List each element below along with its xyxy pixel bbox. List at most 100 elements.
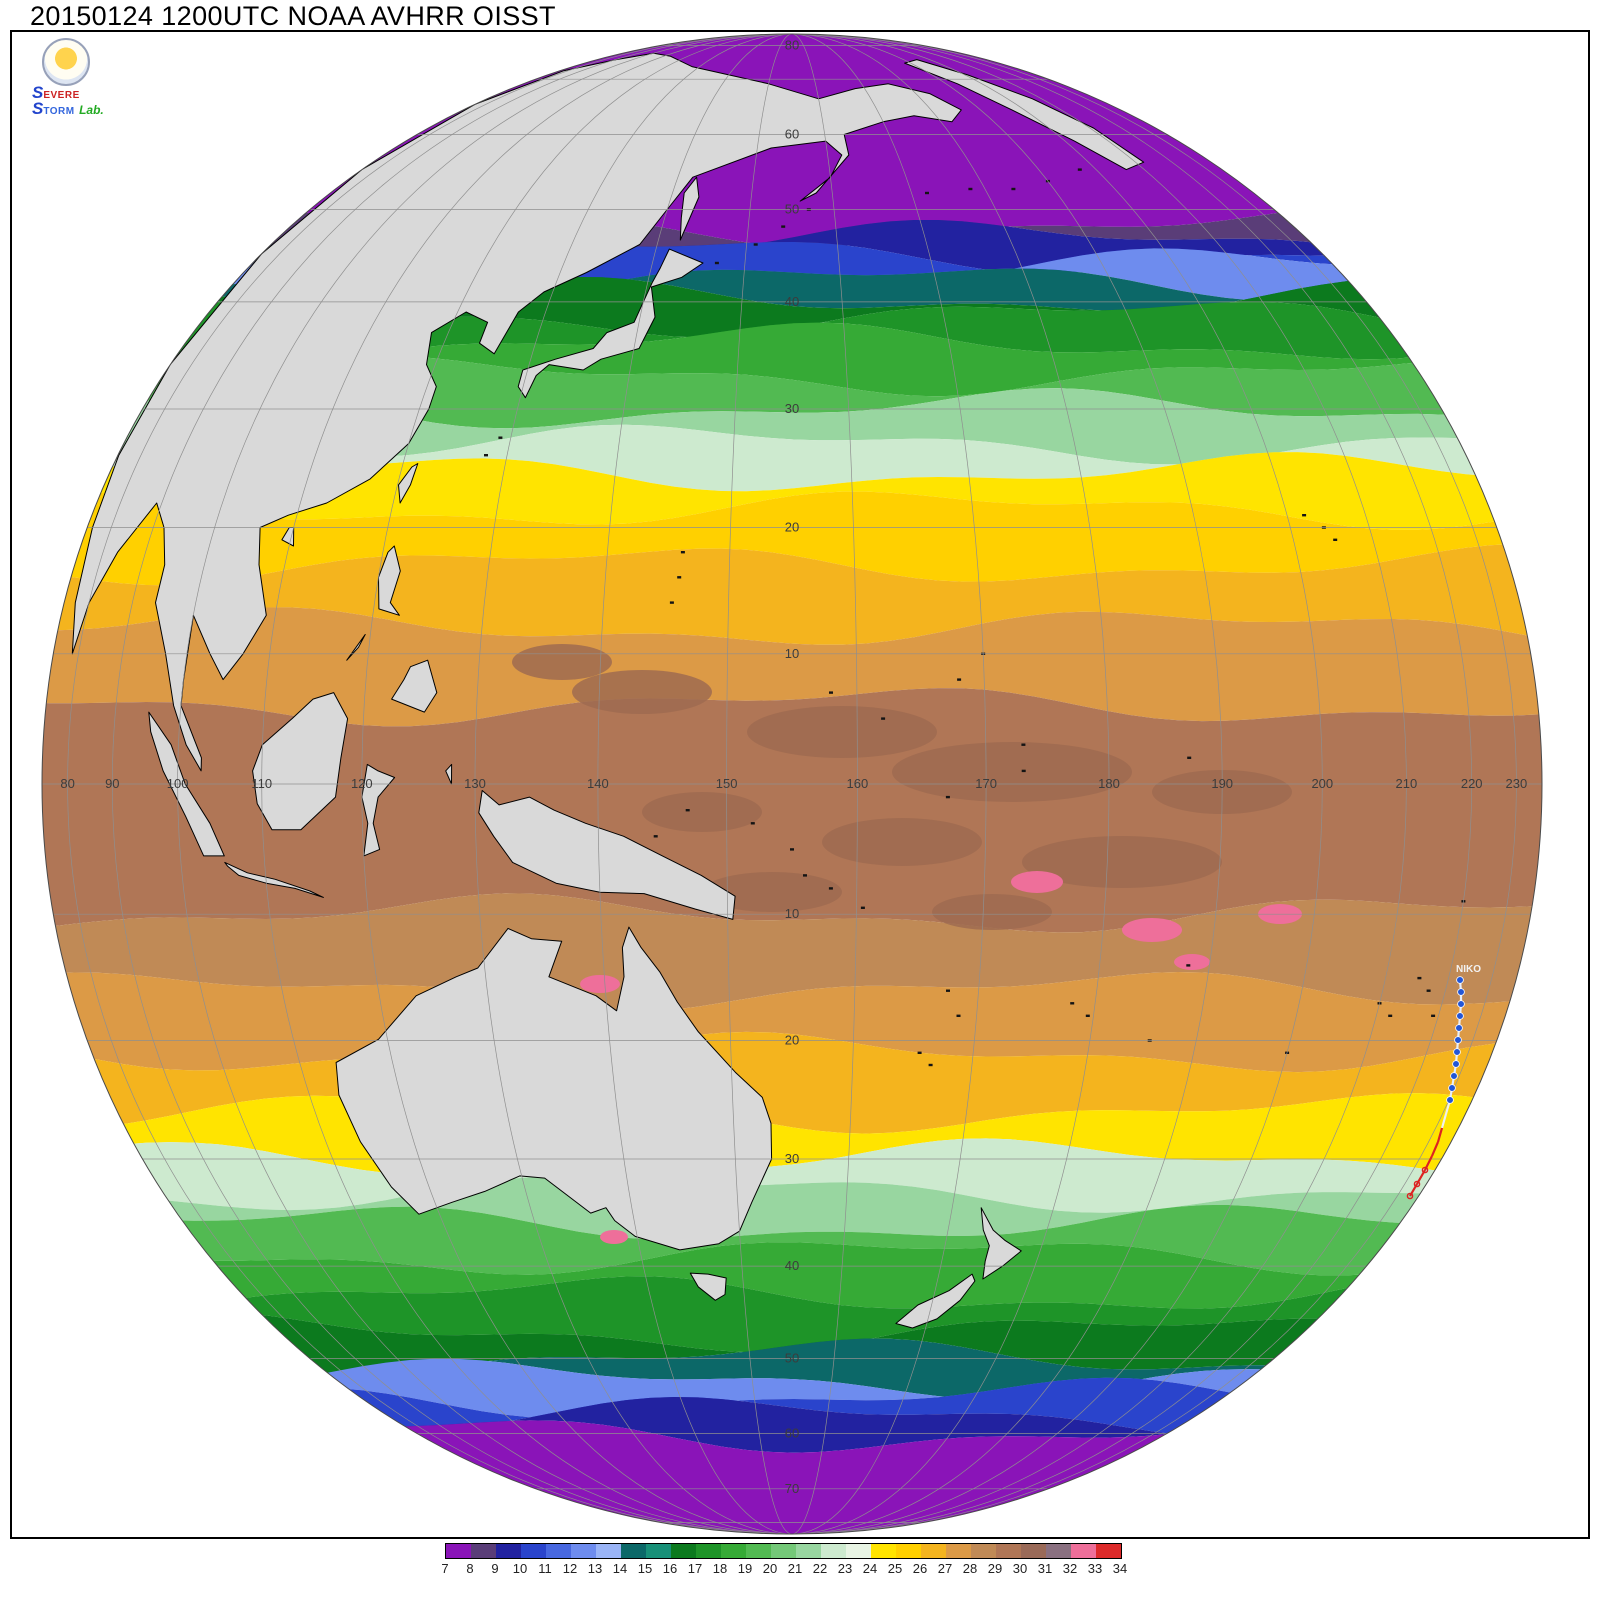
- island-mark: [484, 454, 488, 457]
- colorbar-label: 20: [762, 1561, 778, 1576]
- island-mark: [803, 874, 807, 877]
- lon-label: 100: [167, 776, 189, 791]
- pink-patch: [1122, 918, 1182, 942]
- lat-label: 40: [785, 294, 799, 309]
- storm-track-point: [1452, 1060, 1460, 1068]
- island-mark: [828, 887, 833, 890]
- logo-severe-s: S: [32, 83, 44, 102]
- island-mark: [1021, 769, 1026, 773]
- island-mark: [685, 809, 690, 812]
- island-mark: [1070, 1002, 1075, 1005]
- island-mark: [680, 551, 685, 554]
- graticule-meridian: [791, 34, 987, 1534]
- colorbar-label: 22: [812, 1561, 828, 1576]
- storm-track-segment: [1430, 1141, 1440, 1157]
- storm-track-point: [1457, 1000, 1465, 1008]
- colorbar-label: 14: [612, 1561, 628, 1576]
- logo-lab: Lab.: [79, 103, 104, 117]
- island-mark: [925, 191, 929, 195]
- island-mark: [860, 906, 865, 909]
- storm-track-point: [1456, 1012, 1464, 1020]
- graticule-meridian: [791, 34, 1473, 1534]
- colorbar-label: 7: [441, 1561, 449, 1576]
- sst-band: [42, 1204, 1542, 1276]
- island-mark: [1085, 1014, 1090, 1017]
- colorbar-cell: [446, 1544, 471, 1558]
- colorbar-cell: [596, 1544, 621, 1558]
- colorbar-label: 8: [466, 1561, 474, 1576]
- storm-track-segment: [1440, 1113, 1448, 1129]
- warm-patch: [892, 742, 1132, 802]
- island-mark: [1431, 1014, 1436, 1017]
- pink-patch: [580, 975, 620, 993]
- graticule-meridian: [791, 34, 858, 1534]
- colorbar-label: 29: [987, 1561, 1003, 1576]
- lon-label: 80: [60, 776, 74, 791]
- sst-band: [42, 488, 1542, 586]
- colorbar-label: 31: [1037, 1561, 1053, 1576]
- island-mark: [1021, 743, 1026, 746]
- land-shape: [517, 248, 704, 399]
- sst-band: [42, 1276, 1542, 1353]
- island-mark: [957, 678, 962, 681]
- logo-storm-s: S: [32, 99, 44, 118]
- island-mark: [1388, 1014, 1393, 1017]
- colorbar-cell: [946, 1544, 971, 1558]
- sst-band: [42, 452, 1542, 530]
- colorbar-cell: [1046, 1544, 1071, 1558]
- island-mark: [1187, 756, 1192, 759]
- logo-storm-rest: TORM: [43, 106, 75, 117]
- colorbar-label: 25: [887, 1561, 903, 1576]
- lat-label: 60: [785, 127, 799, 142]
- sst-band: [42, 1031, 1542, 1134]
- island-mark: [669, 601, 674, 604]
- island-mark: [956, 1014, 961, 1017]
- storm-track-point: [1455, 1024, 1463, 1032]
- graticule-meridian: [791, 34, 1110, 1534]
- graticule-meridian: [791, 34, 1407, 1534]
- colorbar-cell: [821, 1544, 846, 1558]
- colorbar-cell: [896, 1544, 921, 1558]
- warm-patch: [1022, 836, 1222, 888]
- warm-patch: [642, 792, 762, 832]
- lon-label: 150: [716, 776, 738, 791]
- colorbar-cell: [696, 1544, 721, 1558]
- island-mark: [677, 576, 682, 579]
- colorbar-cell: [921, 1544, 946, 1558]
- graticule-meridian: [67, 34, 793, 1534]
- land-shape: [252, 692, 349, 831]
- graticule-meridian: [261, 34, 793, 1534]
- globe-outline: [41, 33, 1543, 1535]
- colorbar-cell: [546, 1544, 571, 1558]
- colorbar-label: 16: [662, 1561, 678, 1576]
- colorbar-cell: [996, 1544, 1021, 1558]
- island-mark: [1011, 187, 1016, 191]
- land-shape: [391, 659, 438, 713]
- colorbar-label: 19: [737, 1561, 753, 1576]
- ssec-logo: SEVERE STORM Lab.: [32, 38, 162, 118]
- graticule-meridian: [597, 34, 793, 1534]
- colorbar-label: 21: [787, 1561, 803, 1576]
- land-shape: [478, 790, 736, 920]
- island-mark: [1302, 514, 1307, 517]
- colorbar-cell: [521, 1544, 546, 1558]
- sst-band: [42, 322, 1542, 397]
- warm-patch: [572, 670, 712, 714]
- lon-label: 230: [1506, 776, 1528, 791]
- sst-band: [42, 277, 1542, 338]
- land-shape: [689, 1272, 727, 1301]
- storm-track-point: [1406, 1192, 1414, 1200]
- land-shape: [679, 176, 700, 241]
- storm-track-point: [1448, 1084, 1456, 1092]
- land-shape: [445, 763, 453, 785]
- sst-band: [42, 268, 1542, 318]
- island-mark: [1186, 964, 1191, 967]
- pink-patch: [1174, 954, 1210, 970]
- lat-label: 30: [785, 1151, 799, 1166]
- lon-label: 170: [975, 776, 997, 791]
- island-mark: [790, 848, 794, 851]
- logo-text-line2: STORM Lab.: [32, 99, 162, 118]
- land-shape: [980, 1207, 1022, 1280]
- lat-label: 20: [785, 1033, 799, 1048]
- land-shape: [895, 1273, 976, 1329]
